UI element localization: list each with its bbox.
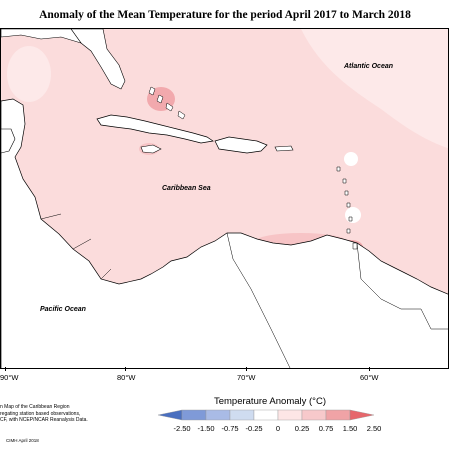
central-america-borders [40, 213, 112, 280]
atlantic-light-zone [301, 29, 448, 149]
legend-colorbar [157, 409, 375, 421]
map-title: Anomaly of the Mean Temperature for the … [39, 9, 411, 21]
lon-label-70w: 70°W [237, 373, 256, 382]
caribbean-sea-label: Caribbean Sea [162, 185, 211, 192]
anomaly-map [0, 28, 449, 369]
lon-tick-80w [125, 367, 126, 371]
lon-tick-60w [369, 367, 370, 371]
lesser-antilles [336, 166, 358, 250]
legend-swatch-8 [349, 409, 375, 421]
legend-tick-label: 0.25 [294, 424, 310, 433]
legend-title: Temperature Anomaly (°C) [213, 396, 327, 407]
legend-swatch-7 [325, 409, 351, 421]
legend-tick-label: 2.50 [366, 424, 382, 433]
florida-land [70, 29, 126, 90]
credits-line-3: CF, with NCEP/NCAR Reanalysis Data. [0, 417, 88, 423]
legend-tick-label: -2.50 [173, 424, 191, 433]
gulf-coast-land [1, 29, 82, 44]
legend-swatch-0 [157, 409, 183, 421]
pacific-ocean-label: Pacific Ocean [40, 306, 86, 313]
legend-tick-label: -1.50 [197, 424, 215, 433]
legend-swatch-2 [205, 409, 231, 421]
legend-tick-label: -0.75 [221, 424, 239, 433]
cool-spot-2 [345, 207, 361, 223]
lon-label-90w: 90°W [0, 373, 19, 382]
legend-tick-label: 1.50 [342, 424, 358, 433]
credit-tag: CIMH April 2018 [6, 438, 39, 443]
lon-tick-90w [5, 367, 6, 371]
lon-tick-70w [246, 367, 247, 371]
legend-swatch-4 [253, 409, 279, 421]
legend-swatch-3 [229, 409, 255, 421]
jamaica-island [140, 144, 162, 154]
lon-label-80w: 80°W [117, 373, 136, 382]
gulf-light-zone [7, 46, 51, 102]
bahamas-islands [148, 86, 186, 120]
legend-swatch-6 [301, 409, 327, 421]
hispaniola-island [214, 136, 268, 154]
legend-swatch-1 [181, 409, 207, 421]
yucatan-land [1, 128, 16, 154]
credits-text: n Map of the Caribbean Region regating s… [0, 404, 120, 424]
legend-swatch-5 [277, 409, 303, 421]
map-canvas [1, 29, 448, 368]
credits-line-1: n Map of the Caribbean Region [0, 404, 70, 410]
mainland-americas [1, 98, 448, 368]
legend-tick-label: 0 [275, 424, 281, 433]
lon-label-60w: 60°W [360, 373, 379, 382]
puerto-rico-island [274, 145, 294, 152]
credits-line-2: regating station based observations, [0, 410, 81, 417]
country-borders [226, 232, 448, 368]
cuba-island [96, 114, 214, 144]
cool-spot-1 [344, 152, 358, 166]
legend-tick-label: -0.25 [245, 424, 263, 433]
atlantic-ocean-label: Atlantic Ocean [344, 63, 394, 70]
legend-tick-label: 0.75 [318, 424, 334, 433]
